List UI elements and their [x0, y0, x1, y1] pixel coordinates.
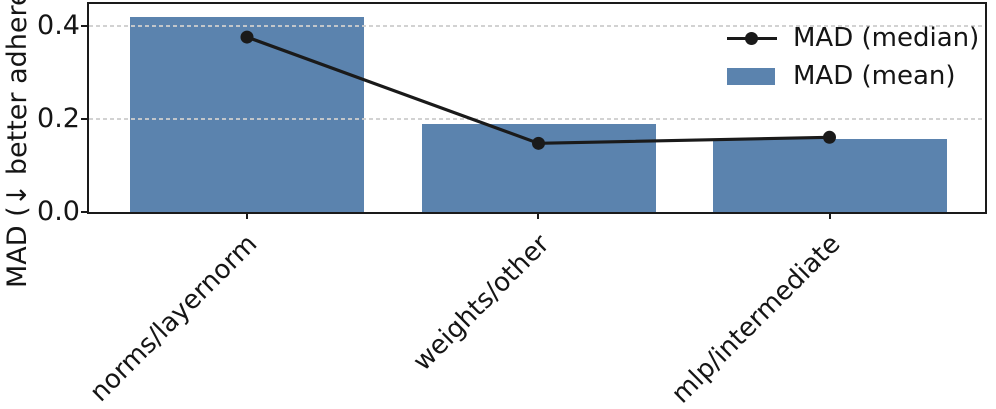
x-tick-label-norms-layernorm: norms/layernorm — [84, 229, 264, 408]
median-line-marker-icon — [727, 22, 777, 55]
x-tick-mark — [246, 212, 248, 219]
bar-mad-mean — [712, 139, 947, 212]
plot-area — [87, 2, 987, 214]
legend-label-median: MAD (median) — [793, 23, 980, 53]
bar-mad-mean — [421, 124, 656, 212]
y-tick-label-0.0: 0.0 — [37, 196, 80, 227]
legend-item-mean: MAD (mean) — [727, 60, 979, 93]
x-tick-label-weights-other: weights/other — [407, 229, 556, 377]
legend-item-median: MAD (median) — [727, 22, 979, 55]
x-tick-label-mlp-intermediate: mlp/intermediate — [665, 229, 847, 409]
y-tick-mark — [81, 25, 88, 27]
mean-bar-swatch-icon — [727, 68, 775, 85]
y-axis-label: MAD (↓ better adhere — [2, 0, 33, 288]
y-tick-label-0.4: 0.4 — [37, 10, 80, 41]
legend-label-mean: MAD (mean) — [793, 61, 956, 91]
y-tick-mark — [81, 211, 88, 213]
y-tick-mark — [81, 118, 88, 120]
bar-mad-mean — [130, 17, 364, 212]
legend: MAD (median) MAD (mean) — [727, 22, 979, 93]
y-tick-label-0.2: 0.2 — [37, 103, 80, 134]
x-tick-mark — [829, 212, 831, 219]
x-tick-mark — [537, 212, 539, 219]
legend-dot-sample — [745, 32, 758, 45]
